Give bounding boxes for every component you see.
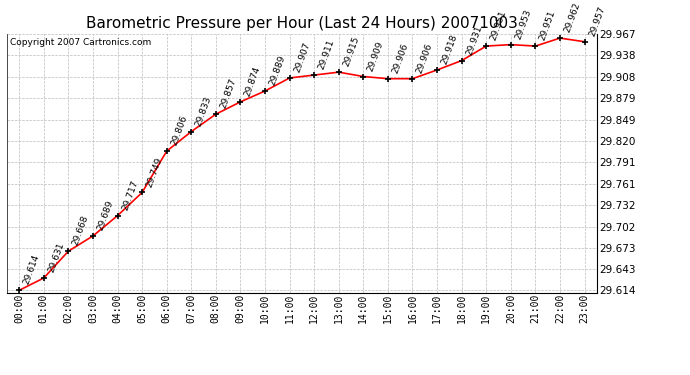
Text: 29.806: 29.806 bbox=[170, 114, 188, 147]
Title: Barometric Pressure per Hour (Last 24 Hours) 20071003: Barometric Pressure per Hour (Last 24 Ho… bbox=[86, 16, 518, 31]
Text: 29.911: 29.911 bbox=[317, 38, 336, 71]
Text: 29.962: 29.962 bbox=[563, 2, 582, 34]
Text: 29.689: 29.689 bbox=[96, 199, 115, 232]
Text: 29.906: 29.906 bbox=[415, 42, 435, 75]
Text: 29.918: 29.918 bbox=[440, 33, 459, 66]
Text: 29.749: 29.749 bbox=[145, 156, 164, 188]
Text: Copyright 2007 Cartronics.com: Copyright 2007 Cartronics.com bbox=[10, 38, 151, 46]
Text: 29.668: 29.668 bbox=[71, 214, 90, 247]
Text: 29.614: 29.614 bbox=[22, 254, 41, 286]
Text: 29.951: 29.951 bbox=[538, 9, 558, 42]
Text: 29.931: 29.931 bbox=[464, 24, 484, 56]
Text: 29.951: 29.951 bbox=[489, 9, 509, 42]
Text: 29.909: 29.909 bbox=[366, 40, 385, 72]
Text: 29.915: 29.915 bbox=[342, 35, 361, 68]
Text: 29.906: 29.906 bbox=[391, 42, 410, 75]
Text: 29.957: 29.957 bbox=[587, 5, 607, 38]
Text: 29.631: 29.631 bbox=[46, 241, 66, 274]
Text: 29.874: 29.874 bbox=[243, 65, 262, 98]
Text: 29.907: 29.907 bbox=[293, 41, 312, 74]
Text: 29.857: 29.857 bbox=[219, 77, 238, 110]
Text: 29.717: 29.717 bbox=[120, 179, 139, 212]
Text: 29.833: 29.833 bbox=[194, 95, 213, 128]
Text: 29.953: 29.953 bbox=[513, 8, 533, 40]
Text: 29.889: 29.889 bbox=[268, 54, 287, 87]
